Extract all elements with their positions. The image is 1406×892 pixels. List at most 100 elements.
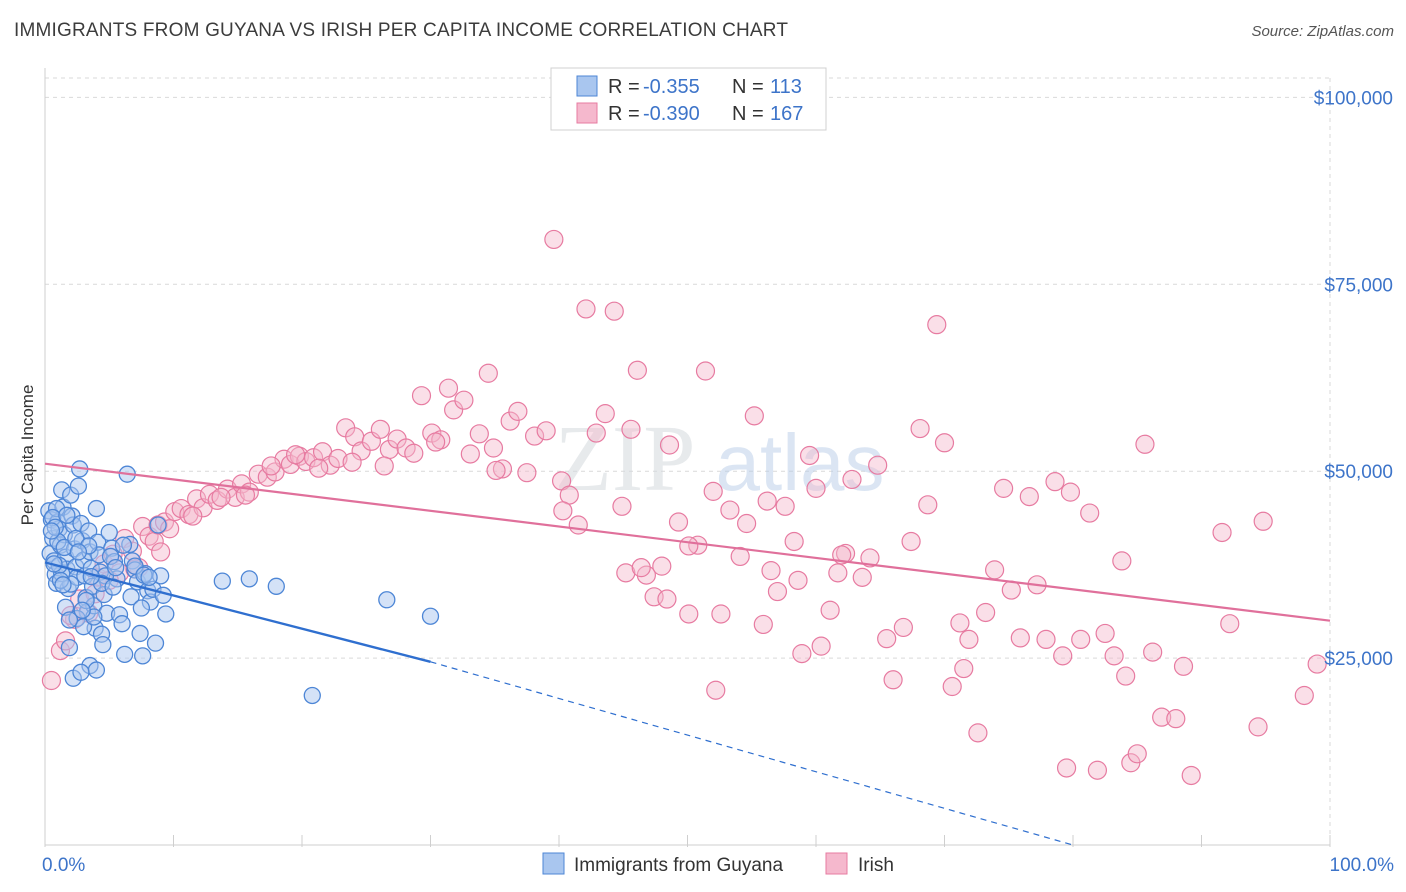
irish-point-55 [454,390,474,410]
irish-point-169 [954,658,974,679]
guyana-point-101 [140,568,158,587]
guyana-point-102 [213,572,231,590]
irish-point-58 [478,363,498,383]
irish-point-128 [1053,646,1073,666]
series-guyana-points [40,460,440,705]
irish-point-124 [1019,487,1039,507]
irish-point-75 [621,419,641,439]
guyana-point-78 [60,611,79,629]
guyana-point-66 [157,605,175,623]
irish-point-96 [792,644,812,664]
watermark-atlas: atlas [716,418,885,507]
legend-n-value-1: 113 [770,76,802,98]
irish-point-164 [151,542,171,562]
irish-point-86 [711,604,731,624]
irish-point-139 [1143,642,1163,662]
guyana-point-107 [421,607,440,625]
guyana-point-56 [131,624,149,643]
irish-point-99 [811,636,831,656]
irish-point-163 [183,506,203,526]
irish-point-175 [679,536,699,556]
legend-r-value-2: -0.390 [643,103,700,125]
irish-point-110 [901,531,921,552]
legend-swatch-blue [576,75,598,97]
irish-point-81 [668,512,689,532]
irish-point-100 [820,600,840,620]
guyana-point-49 [113,615,131,633]
irish-point-92 [761,561,781,581]
irish-point-71 [586,423,606,443]
source-note: Source: ZipAtlas.com [1251,23,1394,40]
irish-point-152 [616,563,636,583]
irish-point-97 [799,445,820,466]
irish-point-120 [985,560,1005,580]
irish-point-98 [806,478,826,498]
irish-point-134 [1104,646,1124,666]
irish-point-88 [730,546,750,567]
irish-point-115 [942,676,962,697]
irish-point-176 [631,558,651,578]
irish-point-39 [320,455,340,475]
irish-point-173 [1116,666,1136,686]
irish-point-91 [753,614,773,635]
irish-point-94 [775,496,795,516]
x-tick-label-0: 0.0% [42,855,85,876]
guyana-trend-extension [430,661,1074,846]
irish-point-61 [500,411,520,431]
series-irish-points [41,229,1327,786]
irish-point-59 [483,438,504,458]
irish-point-170 [1056,758,1077,778]
irish-point-156 [374,456,394,476]
irish-point-158 [309,458,329,478]
irish-point-123 [1010,628,1030,648]
legend-n-label-2: N = [732,103,764,125]
irish-point-54 [444,400,464,420]
legend-r-label-2: R = [608,103,640,125]
irish-point-116 [950,613,970,633]
irish-point-103 [842,469,862,490]
irish-point-57 [469,424,489,444]
guyana-point-109 [73,601,91,619]
irish-point-93 [767,581,788,602]
irish-point-87 [720,500,740,520]
irish-point-137 [1127,744,1147,764]
irish-point-140 [1152,707,1172,727]
irish-point-117 [959,629,979,650]
guyana-point-100 [132,599,151,617]
irish-point-162 [211,487,231,507]
irish-point-76 [627,360,647,380]
irish-point-126 [1036,629,1056,650]
y-tick-label-2: $75,000 [1324,275,1393,296]
irish-point-65 [536,421,556,441]
guyana-point-22 [69,477,88,495]
y-tick-labels: $25,000 $50,000 $75,000 $100,000 [1314,88,1393,670]
irish-point-135 [1112,551,1132,571]
irish-point-171 [1173,656,1194,676]
irish-point-95 [784,531,804,552]
irish-point-129 [1060,482,1081,502]
irish-point-132 [1087,760,1108,780]
legend-r-label-1: R = [608,76,640,98]
irish-point-174 [706,680,726,700]
chart-title: IMMIGRANTS FROM GUYANA VS IRISH PER CAPI… [14,20,789,41]
irish-point-114 [934,433,955,453]
irish-point-106 [868,455,888,475]
irish-point-155 [426,432,446,452]
irish-point-127 [1045,472,1065,492]
irish-point-0 [41,670,62,691]
irish-point-160 [261,456,281,476]
y-tick-label-3: $100,000 [1314,88,1393,109]
irish-point-138 [1135,434,1155,454]
irish-point-122 [1001,580,1021,600]
irish-point-60 [492,459,513,479]
axes [44,68,1331,847]
irish-point-20 [171,498,191,519]
guyana-point-99 [122,588,140,606]
irish-point-144 [1220,614,1240,634]
irish-point-153 [553,501,573,521]
guyana-point-89 [114,536,133,554]
guyana-trend-line [44,561,431,663]
irish-point-109 [893,617,913,638]
irish-point-101 [828,563,848,583]
